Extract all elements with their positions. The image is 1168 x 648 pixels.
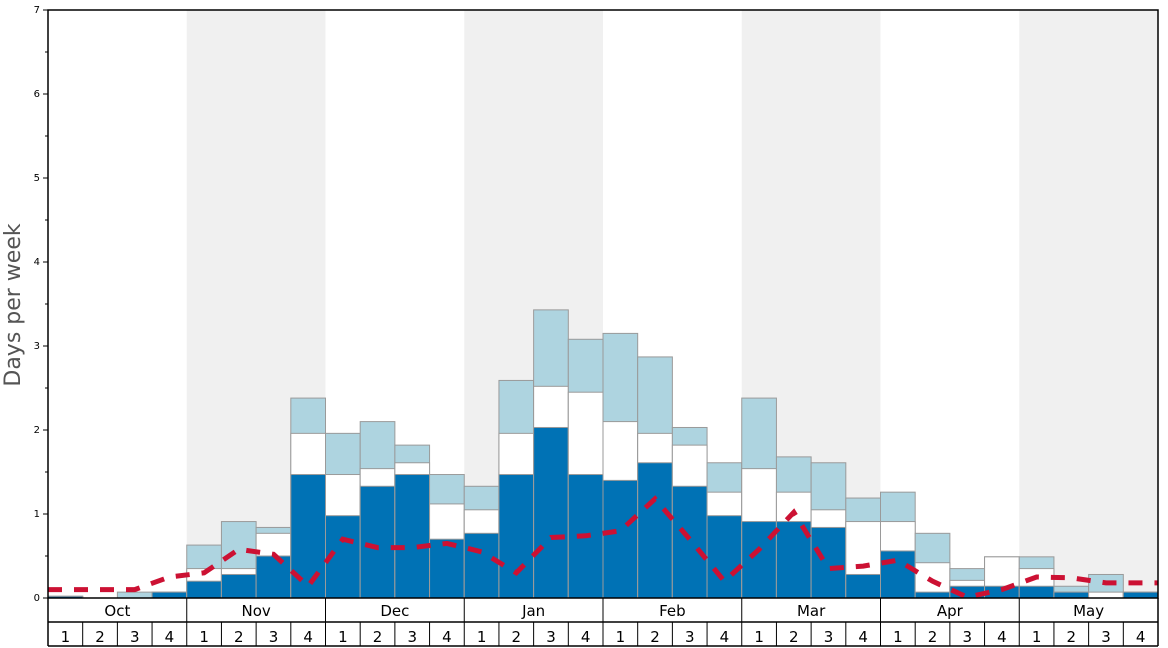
month-shading-group (186, 10, 1158, 598)
bar-light-2 (116, 591, 153, 599)
bar-dark-17 (637, 462, 673, 599)
week-label-11: 4 (442, 628, 452, 646)
week-label-15: 4 (581, 628, 591, 646)
week-label-24: 1 (893, 628, 903, 646)
week-label-21: 2 (789, 628, 799, 646)
week-label-29: 2 (1067, 628, 1077, 646)
week-label-18: 3 (685, 628, 695, 646)
week-label-5: 2 (234, 628, 244, 646)
month-label-feb: Feb (659, 602, 686, 620)
week-label-10: 3 (407, 628, 417, 646)
y-tick-label-2: 2 (34, 425, 40, 436)
y-tick-label-6: 6 (34, 89, 40, 100)
y-tick-label-1: 1 (34, 509, 40, 520)
week-label-30: 3 (1101, 628, 1111, 646)
month-label-dec: Dec (380, 602, 409, 620)
bar-dark-10 (394, 474, 431, 599)
bar-dark-5 (220, 573, 257, 599)
month-label-may: May (1073, 602, 1104, 620)
bar-dark-3 (151, 591, 188, 599)
week-label-7: 4 (303, 628, 313, 646)
y-axis-label: Days per week (1, 223, 26, 386)
week-label-14: 3 (546, 628, 556, 646)
week-label-17: 2 (650, 628, 660, 646)
bar-dark-24 (880, 550, 916, 599)
week-label-0: 1 (61, 628, 71, 646)
axes-group: 0 1 2 3 4 5 6 7 Oct Nov Dec Jan Feb Mar Apr May 1 2 3 4 1 2 3 4… (34, 5, 1159, 647)
bar-dark-31 (1122, 591, 1159, 599)
week-label-25: 2 (928, 628, 938, 646)
bar-dark-4 (186, 580, 222, 599)
week-label-16: 1 (616, 628, 626, 646)
week-label-19: 4 (720, 628, 730, 646)
week-label-27: 4 (997, 628, 1007, 646)
month-label-apr: Apr (937, 602, 964, 620)
week-label-13: 2 (512, 628, 522, 646)
bar-dark-28 (1018, 585, 1055, 599)
bar-dark-22 (810, 526, 847, 599)
bar-mid-30 (1088, 591, 1124, 599)
average-line (48, 495, 1158, 600)
week-label-4: 1 (199, 628, 209, 646)
bar-dark-25 (914, 591, 951, 599)
bar-dark-23 (845, 573, 881, 599)
y-tick-label-5: 5 (34, 173, 40, 184)
month-label-nov: Nov (241, 602, 270, 620)
bar-dark-14 (533, 426, 569, 599)
bar-dark-12 (463, 532, 500, 599)
month-label-mar: Mar (797, 602, 826, 620)
week-label-22: 3 (824, 628, 834, 646)
week-label-6: 3 (269, 628, 279, 646)
y-tick-label-0: 0 (34, 593, 40, 604)
week-label-2: 3 (130, 628, 140, 646)
month-label-oct: Oct (104, 602, 130, 620)
bar-dark-18 (671, 485, 708, 599)
month-shade-may (1019, 10, 1158, 598)
bar-dark-11 (429, 538, 465, 599)
y-tick-label-3: 3 (34, 341, 40, 352)
bar-dark-13 (498, 474, 535, 599)
bar-dark-6 (255, 555, 292, 599)
week-label-1: 2 (95, 628, 105, 646)
bar-dark-7 (290, 474, 326, 599)
bar-dark-29 (1053, 591, 1090, 599)
bar-dark-9 (359, 485, 396, 599)
bar-dark-19 (706, 515, 743, 599)
y-tick-label-4: 4 (34, 257, 40, 268)
month-label-jan: Jan (521, 602, 545, 620)
week-label-23: 4 (858, 628, 868, 646)
week-label-28: 1 (1032, 628, 1042, 646)
week-label-26: 3 (962, 628, 972, 646)
bar-dark-16 (602, 479, 639, 599)
y-tick-label-7: 7 (34, 5, 40, 16)
week-label-9: 2 (373, 628, 383, 646)
week-label-8: 1 (338, 628, 348, 646)
week-label-12: 1 (477, 628, 487, 646)
week-label-3: 4 (165, 628, 175, 646)
week-label-20: 1 (754, 628, 764, 646)
week-label-31: 4 (1136, 628, 1146, 646)
